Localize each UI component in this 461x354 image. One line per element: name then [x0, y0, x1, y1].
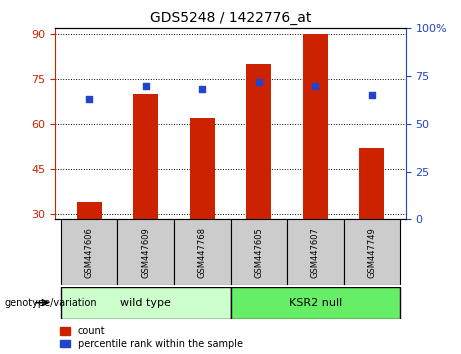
Bar: [61, 287, 230, 319]
Bar: [302, 34, 328, 219]
Text: KSR2 null: KSR2 null: [289, 298, 342, 308]
Bar: [133, 94, 159, 219]
Bar: [174, 219, 230, 285]
Point: [312, 83, 319, 88]
Point: [142, 83, 149, 88]
Point: [368, 92, 375, 98]
Bar: [118, 219, 174, 285]
Text: GSM447605: GSM447605: [254, 227, 263, 278]
Point: [255, 79, 262, 85]
Bar: [246, 64, 272, 219]
Bar: [230, 219, 287, 285]
Text: GSM447607: GSM447607: [311, 227, 320, 278]
Bar: [287, 219, 343, 285]
Text: GSM447749: GSM447749: [367, 227, 376, 278]
Legend: count, percentile rank within the sample: count, percentile rank within the sample: [60, 326, 242, 349]
Bar: [189, 118, 215, 219]
Bar: [77, 201, 102, 219]
Text: GSM447609: GSM447609: [141, 227, 150, 278]
Title: GDS5248 / 1422776_at: GDS5248 / 1422776_at: [150, 11, 311, 24]
Bar: [61, 219, 118, 285]
Point: [86, 96, 93, 102]
Text: GSM447606: GSM447606: [85, 227, 94, 278]
Text: GSM447768: GSM447768: [198, 227, 207, 278]
Text: wild type: wild type: [120, 298, 171, 308]
Text: genotype/variation: genotype/variation: [5, 298, 97, 308]
Bar: [230, 287, 400, 319]
Bar: [359, 148, 384, 219]
Bar: [343, 219, 400, 285]
Point: [199, 87, 206, 92]
